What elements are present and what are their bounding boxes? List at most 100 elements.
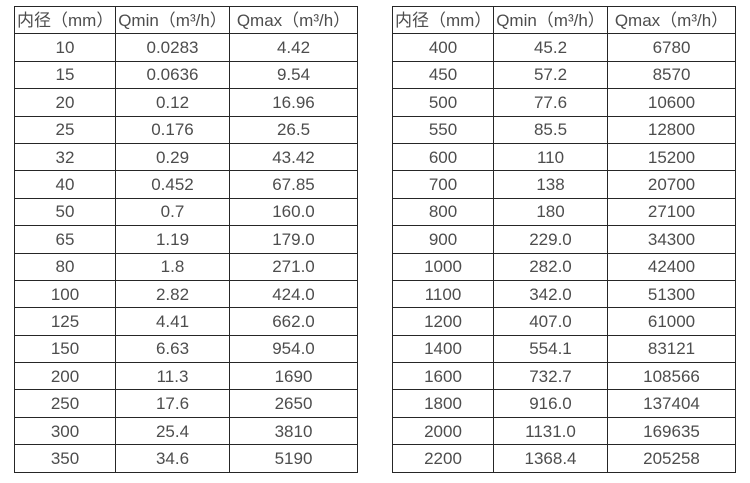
- table-cell: 800: [392, 197, 494, 227]
- table-cell: 25: [14, 115, 116, 144]
- header-row: 内径（mm） Qmin（m³/h） Qmax（m³/h）: [14, 5, 358, 35]
- table-row: 800 180 27100: [392, 197, 736, 227]
- table-cell: 1600: [392, 362, 494, 391]
- table-cell: 1800: [392, 389, 494, 418]
- table-row: 150 6.63 954.0: [14, 334, 358, 364]
- table-cell: 20: [14, 88, 116, 117]
- table-cell: 900: [392, 225, 494, 254]
- table-row: 350 34.6 5190: [14, 444, 358, 473]
- table-cell: 110: [493, 142, 608, 172]
- table-cell: 137404: [607, 389, 736, 418]
- table-cell: 67.85: [229, 170, 358, 199]
- table-cell: 229.0: [493, 225, 608, 254]
- table-cell: 20700: [607, 170, 736, 199]
- flow-table-large-diameters: 内径（mm） Qmin（m³/h） Qmax（m³/h） 400 45.2 6780 45…: [392, 5, 736, 473]
- table-row: 80 1.8 271.0: [14, 252, 358, 281]
- table-cell: 5190: [229, 444, 358, 473]
- table-cell: 43.42: [229, 142, 358, 172]
- table-cell: 65: [14, 225, 116, 254]
- table-cell: 0.0283: [115, 33, 230, 62]
- table-cell: 3810: [229, 416, 358, 446]
- table-row: 200 11.3 1690: [14, 362, 358, 391]
- table-cell: 0.0636: [115, 60, 230, 90]
- table-row: 20 0.12 16.96: [14, 88, 358, 117]
- table-cell: 1.19: [115, 225, 230, 254]
- table-cell: 250: [14, 389, 116, 418]
- table-cell: 550: [392, 115, 494, 144]
- table-cell: 600: [392, 142, 494, 172]
- table-cell: 200: [14, 362, 116, 391]
- table-cell: 17.6: [115, 389, 230, 418]
- table-cell: 27100: [607, 197, 736, 227]
- table-cell: 4.42: [229, 33, 358, 62]
- table-cell: 500: [392, 88, 494, 117]
- header-cell: 内径（mm）: [14, 5, 116, 35]
- header-cell: Qmin（m³/h）: [493, 5, 608, 35]
- table-cell: 12800: [607, 115, 736, 144]
- table-cell: 6780: [607, 33, 736, 62]
- table-row: 25 0.176 26.5: [14, 115, 358, 144]
- table-cell: 0.452: [115, 170, 230, 199]
- table-row: 100 2.82 424.0: [14, 279, 358, 309]
- header-cell: Qmin（m³/h）: [115, 5, 230, 35]
- header-cell: 内径（mm）: [392, 5, 494, 35]
- table-cell: 732.7: [493, 362, 608, 391]
- table-cell: 179.0: [229, 225, 358, 254]
- table-cell: 32: [14, 142, 116, 172]
- table-row: 500 77.6 10600: [392, 88, 736, 117]
- table-cell: 8570: [607, 60, 736, 90]
- table-cell: 180: [493, 197, 608, 227]
- table-cell: 25.4: [115, 416, 230, 446]
- table-cell: 2650: [229, 389, 358, 418]
- table-cell: 300: [14, 416, 116, 446]
- table-row: 1000 282.0 42400: [392, 252, 736, 281]
- table-cell: 0.7: [115, 197, 230, 227]
- table-row: 125 4.41 662.0: [14, 307, 358, 336]
- table-cell: 10600: [607, 88, 736, 117]
- table-cell: 9.54: [229, 60, 358, 90]
- table-cell: 700: [392, 170, 494, 199]
- table-cell: 205258: [607, 444, 736, 473]
- table-row: 600 110 15200: [392, 142, 736, 172]
- table-cell: 169635: [607, 416, 736, 446]
- table-cell: 16.96: [229, 88, 358, 117]
- table-row: 250 17.6 2650: [14, 389, 358, 418]
- table-cell: 450: [392, 60, 494, 90]
- table-cell: 50: [14, 197, 116, 227]
- table-cell: 15: [14, 60, 116, 90]
- table-row: 300 25.4 3810: [14, 416, 358, 446]
- table-cell: 954.0: [229, 334, 358, 364]
- table-cell: 282.0: [493, 252, 608, 281]
- table-cell: 400: [392, 33, 494, 62]
- table-cell: 57.2: [493, 60, 608, 90]
- table-cell: 271.0: [229, 252, 358, 281]
- table-cell: 10: [14, 33, 116, 62]
- table-cell: 15200: [607, 142, 736, 172]
- table-cell: 1.8: [115, 252, 230, 281]
- table-cell: 1131.0: [493, 416, 608, 446]
- table-cell: 0.176: [115, 115, 230, 144]
- table-cell: 1000: [392, 252, 494, 281]
- table-cell: 1368.4: [493, 444, 608, 473]
- flow-table-small-diameters: 内径（mm） Qmin（m³/h） Qmax（m³/h） 10 0.0283 4.42 1…: [14, 5, 358, 473]
- table-cell: 34300: [607, 225, 736, 254]
- table-cell: 45.2: [493, 33, 608, 62]
- table-row: 50 0.7 160.0: [14, 197, 358, 227]
- table-row: 700 138 20700: [392, 170, 736, 199]
- table-cell: 40: [14, 170, 116, 199]
- table-cell: 26.5: [229, 115, 358, 144]
- table-cell: 150: [14, 334, 116, 364]
- table-cell: 11.3: [115, 362, 230, 391]
- table-row: 1100 342.0 51300: [392, 279, 736, 309]
- table-cell: 350: [14, 444, 116, 473]
- table-cell: 1100: [392, 279, 494, 309]
- header-cell: Qmax（m³/h）: [607, 5, 736, 35]
- table-cell: 0.12: [115, 88, 230, 117]
- table-cell: 138: [493, 170, 608, 199]
- table-cell: 85.5: [493, 115, 608, 144]
- table-cell: 108566: [607, 362, 736, 391]
- table-cell: 83121: [607, 334, 736, 364]
- table-cell: 80: [14, 252, 116, 281]
- table-row: 15 0.0636 9.54: [14, 60, 358, 90]
- header-cell: Qmax（m³/h）: [229, 5, 358, 35]
